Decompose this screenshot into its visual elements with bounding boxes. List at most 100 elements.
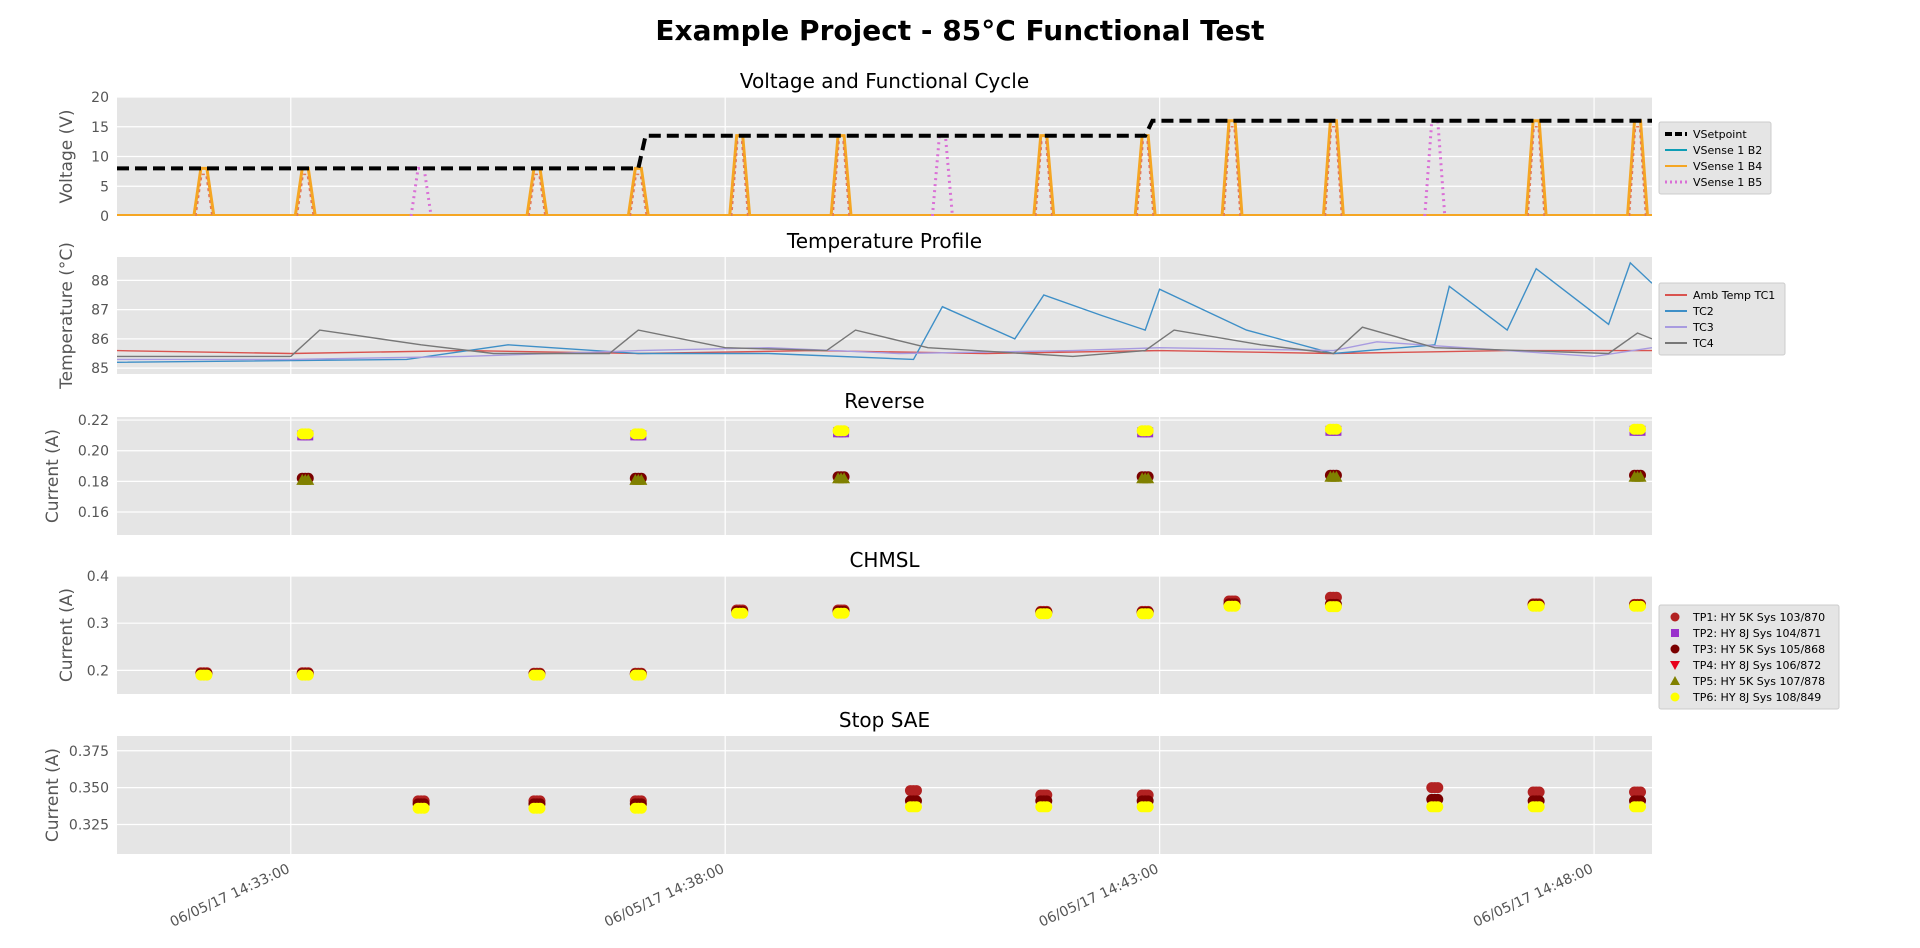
series-tc4	[117, 326, 1652, 358]
panel-title: Stop SAE	[839, 708, 930, 732]
marker-tp6	[302, 669, 314, 681]
pulse-overlay	[195, 173, 213, 216]
y-tick-label: 0.2	[87, 663, 109, 679]
marker-tp6	[1432, 801, 1444, 813]
legend-marker	[1670, 676, 1680, 685]
panel-reverse: 0.16 0.18 0.20 0.22 Reverse Current (A)	[43, 389, 1652, 535]
legend-label: TC3	[1692, 321, 1714, 334]
marker-tp6	[1229, 600, 1241, 612]
marker-tp5	[302, 473, 315, 485]
series-tc2	[117, 261, 1652, 363]
marker-tp6	[534, 802, 546, 814]
marker-tp6	[1041, 801, 1053, 813]
x-tick-label: 06/05/17 14:43:00	[1037, 861, 1162, 931]
marker-tp6	[1533, 801, 1545, 813]
marker-tp6	[1533, 600, 1545, 612]
pulse-overlay	[1136, 140, 1154, 216]
marker-tp5	[1142, 472, 1155, 484]
y-tick-label: 20	[91, 90, 109, 106]
y-tick-label: 86	[91, 332, 109, 348]
y-tick-label: 0.350	[69, 781, 109, 797]
y-axis-label: Temperature (°C)	[57, 242, 77, 390]
marker-tp6	[1142, 425, 1154, 437]
legend-box	[1658, 121, 1772, 195]
pulse-vsense-b4	[626, 166, 650, 216]
marker-tp6	[1330, 601, 1342, 613]
y-axis-label: Current (A)	[43, 429, 63, 523]
pulse-vsense-b4	[1032, 134, 1056, 216]
pulse-vsense-b4	[1524, 119, 1548, 216]
panel-chmsl: 0.2 0.3 0.4 CHMSL Current (A)	[57, 548, 1652, 694]
y-tick-label: 88	[91, 273, 109, 289]
pulse-overlay	[296, 173, 314, 216]
data-layer	[117, 118, 1652, 216]
panel-title: Temperature Profile	[786, 229, 982, 253]
marker-tp5	[1330, 470, 1343, 482]
pulse-overlay	[1324, 126, 1343, 216]
x-tick-label: 06/05/17 14:48:00	[1471, 861, 1596, 931]
legend-label: VSense 1 B5	[1693, 176, 1762, 189]
x-tick-label: 06/05/17 14:38:00	[602, 861, 727, 931]
series-vsetpoint	[117, 118, 1652, 171]
data-layer	[117, 261, 1652, 363]
legend-lines: Amb Temp TC1 TC2 TC3 TC4	[1658, 282, 1786, 356]
y-tick-label: 0.16	[78, 505, 109, 521]
x-tick-label: 06/05/17 14:33:00	[168, 861, 293, 931]
legend-marker	[1670, 644, 1680, 654]
plot-area	[117, 576, 1652, 694]
panel-title: Voltage and Functional Cycle	[740, 69, 1029, 93]
pulse-vsense-b4	[192, 166, 216, 216]
y-axis-label: Current (A)	[43, 748, 63, 842]
y-tick-label: 0.18	[78, 474, 109, 490]
legend-label: TC4	[1692, 337, 1714, 350]
legend-marker	[1670, 661, 1680, 670]
pulse-overlay	[1223, 126, 1241, 216]
marker-tp6	[1330, 423, 1342, 435]
legend-marker	[1670, 692, 1680, 702]
pulse-vsense-b4	[1220, 119, 1244, 216]
legend-label: VSense 1 B4	[1693, 160, 1762, 173]
pulse-vsense-b5	[930, 134, 954, 216]
y-tick-label: 0.3	[87, 616, 109, 632]
marker-tp1	[910, 785, 922, 797]
marker-tp6	[1635, 801, 1647, 813]
y-tick-label: 0.4	[87, 569, 109, 585]
y-tick-label: 5	[100, 179, 109, 195]
legend-label: VSense 1 B2	[1693, 144, 1762, 157]
figure-title: Example Project - 85°C Functional Test	[655, 14, 1264, 47]
y-axis-label: Voltage (V)	[57, 109, 77, 203]
marker-tp6	[534, 669, 546, 681]
legend-marker	[1671, 629, 1679, 637]
marker-tp6	[1635, 600, 1647, 612]
marker-tp1	[1533, 786, 1545, 798]
marker-tp6	[1635, 423, 1647, 435]
legend-marker	[1670, 612, 1680, 622]
data-layer	[296, 423, 1647, 485]
marker-tp6	[737, 607, 749, 619]
panel-stop: 0.325 0.350 0.375 Stop SAE Current (A)	[43, 708, 1652, 854]
marker-tp6	[201, 669, 213, 681]
data-layer	[412, 782, 1647, 814]
marker-tp6	[1142, 608, 1154, 620]
y-tick-label: 0.375	[69, 744, 109, 760]
marker-tp1	[1635, 786, 1647, 798]
legend-label: VSetpoint	[1693, 128, 1747, 141]
pulse-vsense-b5	[409, 166, 433, 216]
marker-tp6	[838, 425, 850, 437]
pulse-overlay	[1035, 140, 1053, 216]
pulse-overlay	[629, 173, 648, 216]
legend-label: Amb Temp TC1	[1693, 289, 1775, 302]
series-amb-temp-tc1	[117, 349, 1652, 355]
marker-tp6	[910, 801, 922, 813]
legend-box	[1658, 604, 1840, 710]
legend-label: TC2	[1692, 305, 1714, 318]
pulse-overlay	[528, 173, 546, 216]
y-tick-label: 0.22	[78, 413, 109, 429]
panel-voltage: 0 5 10 15 20 Voltage and Functional Cycle Volt…	[57, 69, 1652, 225]
plot-area	[117, 257, 1652, 374]
plot-area	[117, 417, 1652, 535]
legend-label: TP2: HY 8J Sys 104/871	[1692, 627, 1821, 640]
legend-markers: TP1: HY 5K Sys 103/870 TP2: HY 8J Sys 104…	[1658, 604, 1840, 710]
marker-tp5	[1634, 470, 1647, 482]
